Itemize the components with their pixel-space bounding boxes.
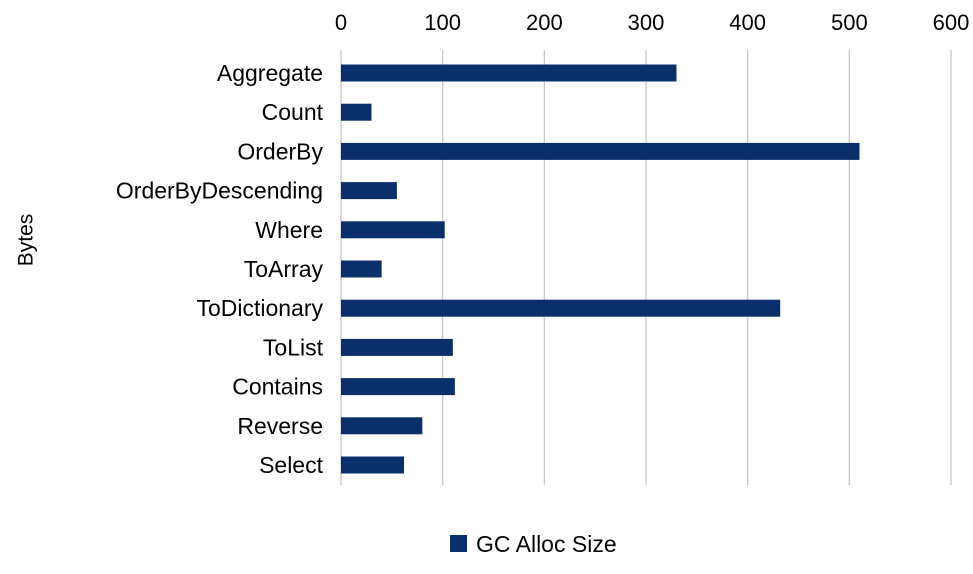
x-tick-label: 300 bbox=[628, 10, 665, 35]
x-tick-label: 600 bbox=[933, 10, 970, 35]
category-label: Contains bbox=[232, 374, 323, 400]
category-label: Select bbox=[259, 452, 324, 478]
bar-contains bbox=[341, 378, 455, 396]
bar-todictionary bbox=[341, 299, 781, 317]
x-tick-label: 400 bbox=[729, 10, 766, 35]
bar-toarray bbox=[341, 260, 382, 278]
x-tick-label: 500 bbox=[831, 10, 868, 35]
bar-orderby bbox=[341, 142, 860, 160]
bar-where bbox=[341, 221, 445, 239]
category-label: Where bbox=[255, 217, 323, 243]
category-label: ToArray bbox=[244, 256, 324, 282]
y-axis-label: Bytes bbox=[15, 214, 38, 267]
bar-reverse bbox=[341, 417, 423, 435]
category-label: Count bbox=[262, 99, 324, 125]
grid-lines bbox=[340, 50, 952, 485]
x-tick-label: 100 bbox=[424, 10, 461, 35]
category-label: Reverse bbox=[237, 413, 323, 439]
category-label: OrderByDescending bbox=[116, 178, 323, 204]
bar-aggregate bbox=[341, 64, 677, 82]
category-label: ToList bbox=[263, 334, 324, 360]
bar-select bbox=[341, 456, 405, 474]
legend: GC Alloc Size bbox=[450, 531, 617, 557]
category-label: ToDictionary bbox=[196, 295, 323, 321]
bar-tolist bbox=[341, 338, 453, 356]
legend-label: GC Alloc Size bbox=[476, 531, 617, 557]
x-tick-label: 200 bbox=[526, 10, 563, 35]
legend-swatch bbox=[450, 535, 467, 552]
category-label: Aggregate bbox=[217, 60, 323, 86]
bar-count bbox=[341, 103, 372, 121]
category-label: OrderBy bbox=[237, 138, 323, 164]
x-axis-ticks: 0 100 200 300 400 500 600 bbox=[335, 10, 969, 35]
category-labels: Aggregate Count OrderBy OrderByDescending Wh… bbox=[116, 60, 324, 478]
bars bbox=[341, 64, 860, 474]
x-tick-label: 0 bbox=[335, 10, 347, 35]
bar-orderbydescending bbox=[341, 182, 397, 200]
